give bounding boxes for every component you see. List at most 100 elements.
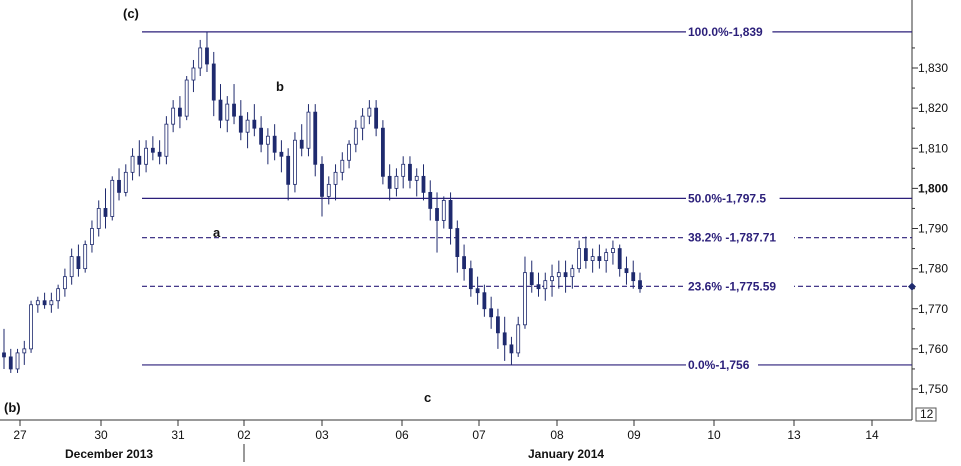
candle-body <box>2 352 6 358</box>
fib-label-bg <box>686 356 758 372</box>
candle-body <box>137 155 142 165</box>
candle-body <box>279 151 284 157</box>
fib-label: 38.2% -1,787.71 <box>688 231 776 245</box>
x-tick-label: 31 <box>171 428 185 442</box>
candle-body <box>22 348 27 354</box>
candle-body <box>597 256 602 261</box>
fib-label-bg <box>686 190 780 206</box>
fib-label: 100.0%-1,839 <box>688 25 763 39</box>
candle-body <box>428 191 433 209</box>
candle-body <box>583 248 588 262</box>
candle-body <box>69 256 74 278</box>
candle-body <box>205 47 209 65</box>
fib-label-bg <box>686 278 794 294</box>
fib-label: 23.6% -1,775.59 <box>688 279 776 293</box>
candle-body <box>414 175 419 181</box>
candlestick-series <box>2 31 642 373</box>
candle-body <box>408 163 412 181</box>
candle-body <box>306 111 311 149</box>
candle-body <box>468 268 473 290</box>
candle-body <box>617 248 622 270</box>
candle-body <box>178 107 182 117</box>
candle-body <box>455 228 460 257</box>
candle-body <box>441 200 446 221</box>
candle-body <box>272 135 277 153</box>
candle-body <box>536 284 541 290</box>
x-tick-label: 07 <box>472 428 486 442</box>
candle-body <box>15 352 20 370</box>
candle-body <box>211 63 216 101</box>
candle-body <box>496 316 500 334</box>
y-tick-label: 1,770 <box>918 302 948 316</box>
candle-body <box>516 324 521 354</box>
y-tick-label: 1,790 <box>918 222 948 236</box>
candle-body <box>225 103 230 121</box>
y-tick-label: 1,760 <box>918 342 948 356</box>
candle-body <box>35 300 40 306</box>
candle-body <box>320 163 324 197</box>
candle-body <box>543 280 548 290</box>
candle-body <box>238 115 243 133</box>
candle-body <box>353 127 358 145</box>
candle-body <box>56 288 61 302</box>
candle-body <box>624 268 629 274</box>
wave-label: b <box>276 79 284 94</box>
fibonacci-levels: 100.0%-1,839 50.0%-1,797.5 38.2% -1,787.71… <box>142 23 912 372</box>
candle-body <box>387 175 392 189</box>
plot-area <box>0 0 913 421</box>
candle-body <box>360 115 365 129</box>
y-tick-label: 1,810 <box>918 141 948 155</box>
candle-body <box>570 268 575 278</box>
candle-body <box>523 272 527 326</box>
candle-body <box>340 159 345 173</box>
candle-body <box>577 248 582 270</box>
candle-body <box>380 127 385 177</box>
candle-body <box>130 155 135 173</box>
y-tick-label: 1,780 <box>918 262 948 276</box>
candle-body <box>164 123 169 157</box>
candle-body <box>83 244 88 270</box>
candle-body <box>590 256 595 261</box>
candle-body <box>299 139 304 149</box>
fib-label-bg <box>686 229 794 245</box>
candle-body <box>333 171 338 185</box>
x-tick-label: 30 <box>94 428 108 442</box>
x-tick-label: 06 <box>395 428 409 442</box>
candle-body <box>509 344 514 354</box>
candle-body <box>150 147 155 153</box>
candle-body <box>252 119 257 129</box>
candle-body <box>489 308 494 318</box>
candle-body <box>347 143 351 161</box>
candle-body <box>293 139 297 185</box>
candle-body <box>218 99 223 121</box>
candle-body <box>462 256 466 270</box>
candle-body <box>103 208 108 217</box>
candle-body <box>475 288 480 294</box>
candle-body <box>367 107 372 117</box>
candle-body <box>117 179 121 193</box>
candle-body <box>144 147 148 165</box>
candle-body <box>29 304 33 350</box>
wave-label: (c) <box>123 6 139 21</box>
candle-body <box>8 356 13 370</box>
candle-body <box>171 107 176 125</box>
candle-body <box>604 252 609 261</box>
month-label: December 2013 <box>65 447 153 461</box>
fib-label-bg <box>686 23 773 39</box>
candle-body <box>232 103 236 117</box>
candle-body <box>184 79 189 117</box>
candle-body <box>90 228 94 245</box>
x-tick-label: 08 <box>550 428 564 442</box>
candle-body <box>191 67 196 81</box>
y-axis: 1,750 1,760 1,770 1,780 1,790 1,800 1,810 1,820… <box>908 47 948 422</box>
candle-body <box>286 155 291 185</box>
last-price-marker <box>908 282 916 291</box>
candle-body <box>556 272 561 278</box>
candle-body <box>435 208 439 221</box>
candle-body <box>313 111 318 165</box>
candle-body <box>265 135 270 145</box>
candle-body <box>394 175 399 189</box>
candle-body <box>529 272 534 286</box>
candle-body <box>49 300 54 306</box>
candle-body <box>259 127 264 145</box>
